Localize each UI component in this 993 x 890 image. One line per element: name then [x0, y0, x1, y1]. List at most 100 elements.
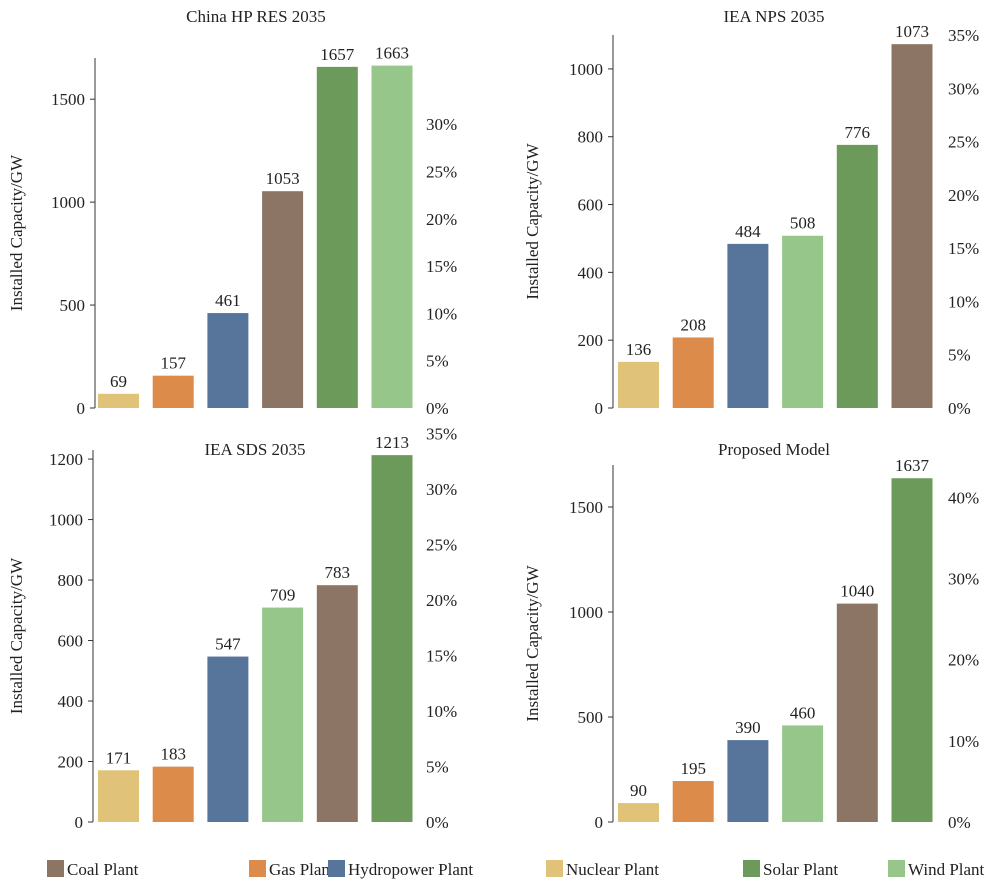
legend-label: Coal Plant	[67, 860, 139, 879]
y2-tick-label: 15%	[426, 646, 457, 665]
legend-label: Solar Plant	[763, 860, 838, 879]
y2-tick-label: 20%	[948, 651, 979, 670]
panel-title: Proposed Model	[718, 440, 830, 459]
bar-value-label: 1073	[895, 22, 929, 41]
bar-hydropower-plant	[727, 740, 769, 822]
y2-tick-label: 15%	[426, 257, 457, 276]
y-tick-label: 400	[58, 692, 84, 711]
bar-hydropower-plant	[727, 243, 769, 408]
y-tick-label: 600	[58, 632, 84, 651]
bar-solar-plant	[371, 455, 413, 822]
y2-tick-label: 20%	[948, 186, 979, 205]
y2-tick-label: 0%	[426, 399, 449, 418]
y2-tick-label: 10%	[426, 304, 457, 323]
bar-value-label: 508	[790, 214, 816, 233]
bar-value-label: 1657	[320, 45, 355, 64]
y2-tick-label: 40%	[948, 488, 979, 507]
y-axis-label: Installed Capacity/GW	[7, 154, 26, 311]
y2-tick-label: 30%	[948, 570, 979, 589]
panel-title: IEA SDS 2035	[204, 440, 305, 459]
bar-value-label: 136	[626, 340, 652, 359]
y2-tick-label: 15%	[948, 239, 979, 258]
bar-wind-plant	[782, 725, 824, 822]
y-tick-label: 500	[60, 296, 86, 315]
y2-tick-label: 0%	[948, 813, 971, 832]
y-tick-label: 1000	[569, 60, 603, 79]
bar-gas-plant	[672, 781, 714, 822]
y-axis-label: Installed Capacity/GW	[523, 564, 542, 721]
bar-nuclear-plant	[98, 393, 139, 408]
bar-gas-plant	[152, 375, 194, 408]
y2-tick-label: 25%	[948, 133, 979, 152]
y2-tick-label: 5%	[426, 352, 449, 371]
legend-label: Nuclear Plant	[566, 860, 659, 879]
y2-tick-label: 35%	[426, 424, 457, 443]
legend-label: Hydropower Plant	[348, 860, 473, 879]
legend-swatch	[328, 860, 345, 877]
bar-coal-plant	[836, 603, 878, 822]
legend-swatch	[888, 860, 905, 877]
bar-solar-plant	[836, 144, 878, 408]
y2-tick-label: 0%	[948, 399, 971, 418]
y2-tick-label: 30%	[426, 480, 457, 499]
y-tick-label: 0	[77, 399, 86, 418]
legend-label: Gas Plant	[269, 860, 335, 879]
y-axis-label: Installed Capacity/GW	[7, 557, 26, 714]
bar-value-label: 208	[680, 315, 706, 334]
y-tick-label: 500	[578, 708, 604, 727]
bar-value-label: 90	[630, 781, 647, 800]
panel-title: China HP RES 2035	[186, 7, 326, 26]
y2-tick-label: 0%	[426, 813, 449, 832]
legend-swatch	[546, 860, 563, 877]
y-tick-label: 800	[58, 571, 84, 590]
bar-gas-plant	[672, 337, 714, 408]
y2-tick-label: 30%	[948, 79, 979, 98]
y-tick-label: 1000	[569, 603, 603, 622]
y-tick-label: 0	[75, 813, 84, 832]
bar-value-label: 390	[735, 718, 761, 737]
bar-coal-plant	[891, 44, 933, 408]
y-axis-label: Installed Capacity/GW	[523, 142, 542, 299]
y2-tick-label: 5%	[948, 346, 971, 365]
bar-value-label: 1053	[266, 169, 300, 188]
bar-value-label: 484	[735, 222, 761, 241]
bar-value-label: 461	[215, 291, 241, 310]
bar-hydropower-plant	[207, 313, 249, 408]
bar-value-label: 1040	[840, 582, 874, 601]
y-tick-label: 0	[595, 399, 604, 418]
legend-swatch	[249, 860, 266, 877]
panel-title: IEA NPS 2035	[723, 7, 824, 26]
y2-tick-label: 5%	[426, 757, 449, 776]
y-tick-label: 1000	[51, 193, 85, 212]
bar-solar-plant	[316, 66, 358, 409]
bar-value-label: 709	[270, 586, 296, 605]
bar-solar-plant	[891, 478, 933, 822]
bar-value-label: 195	[680, 759, 706, 778]
bar-nuclear-plant	[98, 770, 139, 822]
bar-wind-plant	[262, 607, 304, 822]
legend-label: Wind Plant	[908, 860, 985, 879]
legend-swatch	[743, 860, 760, 877]
y2-tick-label: 10%	[948, 732, 979, 751]
legend-swatch	[47, 860, 64, 877]
bar-hydropower-plant	[207, 656, 249, 822]
y2-tick-label: 20%	[426, 591, 457, 610]
y-tick-label: 1200	[49, 450, 83, 469]
bar-coal-plant	[316, 585, 358, 822]
bar-value-label: 171	[106, 748, 132, 767]
bar-value-label: 547	[215, 635, 241, 654]
y2-tick-label: 30%	[426, 115, 457, 134]
bar-value-label: 1213	[375, 433, 409, 452]
y2-tick-label: 10%	[426, 702, 457, 721]
bar-gas-plant	[152, 766, 194, 822]
y-tick-label: 800	[578, 128, 604, 147]
bar-nuclear-plant	[618, 361, 659, 408]
bar-value-label: 157	[160, 354, 186, 373]
y-tick-label: 1500	[569, 498, 603, 517]
y-tick-label: 200	[58, 753, 84, 772]
y2-tick-label: 25%	[426, 535, 457, 554]
bar-value-label: 69	[110, 372, 127, 391]
y-tick-label: 400	[578, 263, 604, 282]
y2-tick-label: 35%	[948, 26, 979, 45]
